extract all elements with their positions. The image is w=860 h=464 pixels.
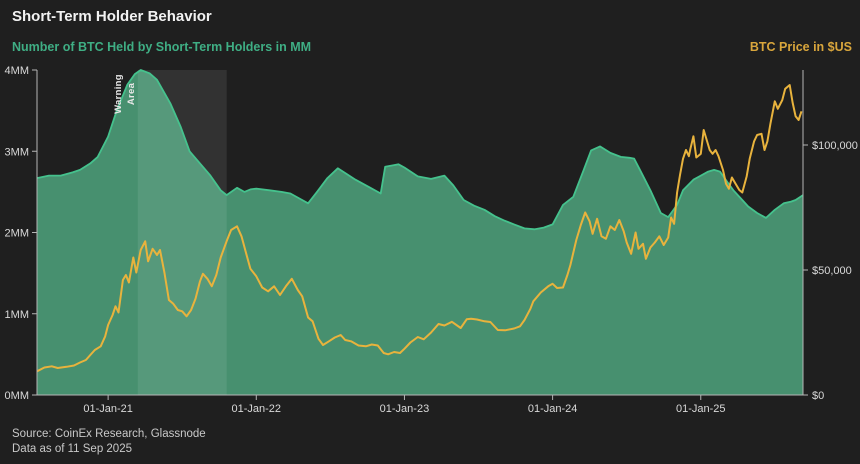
holders-area <box>37 70 803 395</box>
price-line <box>36 84 803 373</box>
as-of-text: Data as of 11 Sep 2025 <box>12 443 132 455</box>
warning-area-line2: Area <box>126 82 137 106</box>
right-axis-title: BTC Price in $US <box>749 40 852 54</box>
right-tick-label: $0 <box>812 390 824 402</box>
left-tick-label: 1MM <box>5 309 29 321</box>
left-tick-label: 4MM <box>5 65 29 77</box>
page-title: Short-Term Holder Behavior <box>12 8 212 25</box>
footer: Source: CoinEx Research, Glassnode Data … <box>12 427 206 457</box>
holders-line <box>36 69 804 231</box>
x-tick-label: 01-Jan-25 <box>676 403 726 415</box>
left-axis-title: Number of BTC Held by Short-Term Holders… <box>12 40 312 54</box>
warning-area-line1: Warning <box>113 74 124 114</box>
warning-area-band <box>137 70 227 395</box>
left-tick-label: 2MM <box>5 228 29 240</box>
x-tick-label: 01-Jan-21 <box>83 403 133 415</box>
x-tick-label: 01-Jan-23 <box>380 403 430 415</box>
right-tick-label: $50,000 <box>812 265 852 277</box>
warning-area-label: Warning Area <box>112 39 142 149</box>
right-tick-label: $100,000 <box>812 140 858 152</box>
left-tick-label: 0MM <box>5 390 29 402</box>
source-text: Source: CoinEx Research, Glassnode <box>12 428 206 440</box>
x-tick-label: 01-Jan-22 <box>232 403 282 415</box>
x-tick-label: 01-Jan-24 <box>528 403 578 415</box>
left-tick-label: 3MM <box>5 146 29 158</box>
